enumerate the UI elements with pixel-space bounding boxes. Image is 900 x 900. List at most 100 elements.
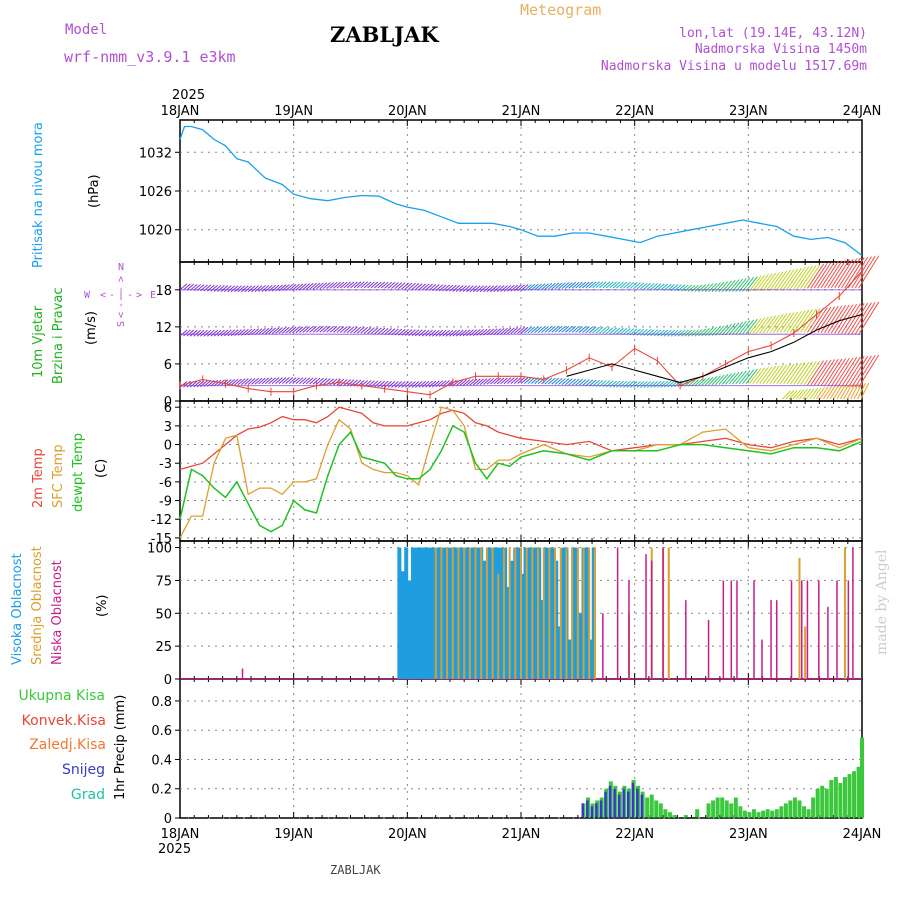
wind-barb [264,284,273,292]
y-tick-label: 12 [155,321,172,336]
wind-barb [687,329,696,337]
wind-barb [414,329,423,337]
wind-barb [643,381,652,388]
wind-barb [830,259,850,289]
wind-barb [633,282,641,290]
wind-barb [772,364,788,384]
snow-bar [604,791,607,818]
srednja-oblacnost-bar [537,547,540,679]
wind-barb [513,377,522,384]
wind-barb [803,360,821,386]
wind-barb [206,329,215,337]
wind-barb [636,381,645,388]
wind-barb [517,326,525,334]
wind-barb [820,261,839,289]
wind-barb [288,377,297,384]
wind-barb [343,379,352,387]
wind-barb [558,282,566,290]
visoka-oblacnost-bar [544,547,549,679]
wind-barb [575,281,583,289]
srednja-oblacnost-bar [576,547,579,679]
niska-oblacnost-bar [776,600,778,679]
wind-barb [830,357,850,387]
wind-barb [841,356,861,387]
y-tick-label: 0 [164,395,172,410]
wind-barb [339,379,348,386]
wind-barb [483,285,491,293]
wind-barb [858,255,880,289]
wind-barb [547,325,556,333]
wind-barb [786,362,802,385]
wind-barb [380,281,389,289]
wind-barb [568,378,577,386]
compass-south: S [116,321,127,327]
wind-barb [691,285,699,292]
wind-barb [561,325,570,333]
wind-barb [299,283,307,291]
wind-barb [203,329,212,337]
wind-barb [633,381,641,388]
credit-label: made by Angel [874,549,890,655]
wind-barb [571,378,580,386]
wind-barb [612,281,621,289]
wind-barb [196,329,205,337]
wind-barb [278,377,287,384]
wind-barb [459,379,467,387]
wind-barb [752,274,766,292]
wind-barb [299,326,307,333]
wind-barb [824,358,843,387]
wind-barb [445,329,454,337]
wind-barb [640,381,648,388]
wind-barb [789,362,806,385]
y-tick-label: 100 [147,542,172,557]
wind-barb [561,282,570,289]
visoka-oblacnost-bar [428,547,433,679]
srednja-oblacnost-bar [446,547,449,679]
visoka-oblacnost-bar [492,547,497,679]
total-rain-bar [711,800,716,818]
y-tick-label: 0.2 [151,783,172,798]
visoka-oblacnost-bar [441,547,446,679]
wind-barb [234,378,242,386]
wind-barb [500,377,508,385]
visoka-oblacnost-bar [451,547,456,679]
y-tick-label: 3 [164,420,172,435]
wind-barb [227,285,236,293]
wind-barb [466,378,474,386]
y-tick-label: 0 [164,673,172,688]
wind-barb [568,325,577,333]
wind-barb [360,281,369,289]
wind-barb [565,325,573,333]
y-tick-label: 0.8 [151,695,172,710]
wind-barb [418,283,427,291]
wind-barb [619,281,628,289]
y-tick-label: 0.6 [151,724,172,739]
wind-barb [544,326,553,333]
wind-barb [374,327,382,335]
wind-barb [421,380,430,388]
wind-barb [616,281,624,289]
y-tick-label: 1026 [139,185,172,200]
total-rain-bar [824,788,829,818]
wind-barb [732,321,744,335]
wind-barb [183,329,191,337]
niska-oblacnost-bar [790,580,793,679]
precip-plot [180,737,864,819]
wind-barb [853,383,863,400]
niska-oblacnost-bar [847,580,850,679]
wind-barb [802,388,812,400]
wind-barb [786,310,802,333]
wind-barb [759,273,773,291]
wind-barb [183,380,191,388]
total-rain-bar [756,812,761,818]
wind-barb [333,281,341,289]
wind-barb [547,282,556,290]
niska-oblacnost-bar [650,560,653,679]
snow-bar [626,791,630,818]
pressure-line [179,125,863,257]
wind-barb [339,326,348,333]
meteogram-label: Meteogram [520,1,601,19]
srednja-oblacnost-bar [434,547,437,679]
temp2m-label: 2m Temp [31,448,46,508]
wind-barb [384,380,392,388]
